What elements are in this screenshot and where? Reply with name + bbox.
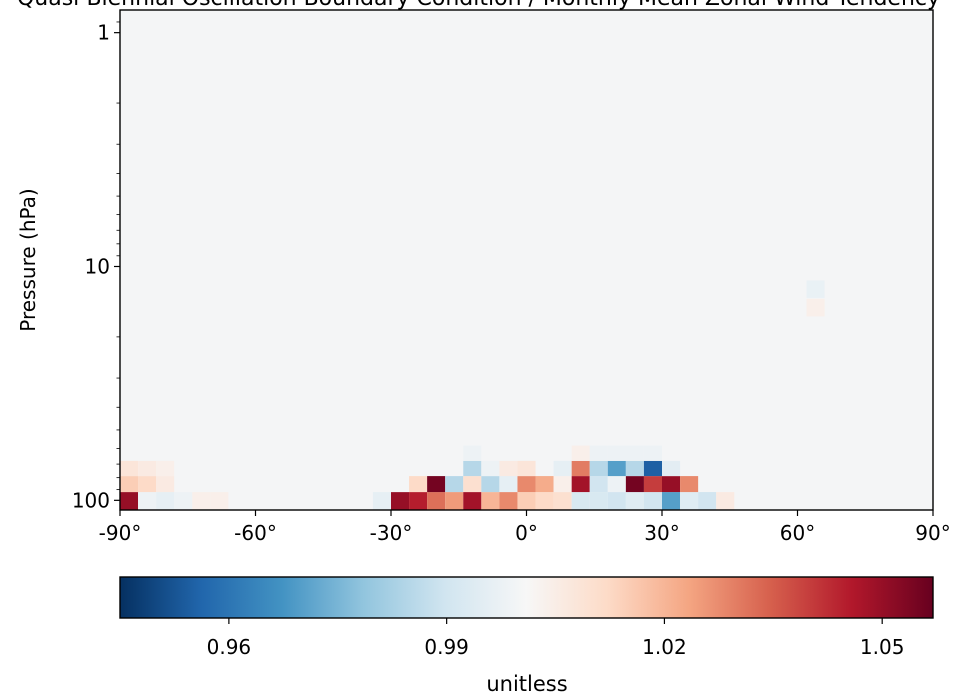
heatmap-cell — [409, 476, 428, 493]
heatmap-cell — [662, 476, 681, 493]
heatmap-cell — [499, 460, 518, 477]
heatmap-cell — [427, 476, 446, 493]
heatmap-cell — [643, 492, 662, 510]
heatmap-cell — [662, 492, 681, 510]
plot-background — [120, 10, 933, 510]
heatmap-cell — [138, 476, 157, 493]
x-tick-label: -60° — [234, 521, 277, 545]
heatmap-cell — [589, 476, 608, 493]
heatmap-cell — [716, 492, 735, 510]
heatmap-cell — [589, 460, 608, 477]
x-tick-label: 60° — [780, 521, 815, 545]
heatmap-cell — [391, 492, 410, 510]
heatmap-cell — [192, 492, 211, 510]
heatmap-cell — [680, 476, 699, 493]
heatmap-cell — [589, 445, 608, 461]
heatmap-cell — [517, 460, 536, 477]
heatmap-cell — [571, 445, 590, 461]
heatmap-cell — [553, 460, 572, 477]
heatmap-cell — [535, 476, 554, 493]
heatmap-cell — [607, 492, 626, 510]
heatmap-cell — [463, 492, 482, 510]
heatmap-cell — [156, 460, 175, 477]
y-tick-label: 10 — [85, 254, 110, 278]
heatmap-cell — [625, 476, 644, 493]
heatmap-cell — [463, 476, 482, 493]
heatmap-cell — [409, 492, 428, 510]
heatmap-cell — [210, 492, 229, 510]
heatmap-cell — [156, 492, 175, 510]
heatmap-cell — [643, 476, 662, 493]
heatmap-cell — [499, 476, 518, 493]
x-tick-label: 0° — [515, 521, 538, 545]
heatmap-cell — [607, 476, 626, 493]
heatmap-cell — [698, 492, 717, 510]
heatmap-cell — [427, 492, 446, 510]
heatmap-cell — [589, 492, 608, 510]
x-tick-label: 30° — [644, 521, 679, 545]
heatmap-cell — [607, 460, 626, 477]
colorbar-tick-label: 1.05 — [860, 635, 905, 659]
heatmap-cell — [571, 476, 590, 493]
heatmap-cell — [625, 492, 644, 510]
heatmap-cell — [806, 298, 825, 317]
heatmap-cell — [625, 445, 644, 461]
heatmap-cell — [481, 476, 500, 493]
heatmap-cell — [499, 492, 518, 510]
heatmap-cell — [445, 476, 464, 493]
heatmap-cell — [138, 492, 157, 510]
heatmap-cell — [643, 445, 662, 461]
y-tick-label: 100 — [72, 488, 110, 512]
heatmap-cell — [680, 492, 699, 510]
heatmap-cell — [571, 460, 590, 477]
heatmap-cell — [463, 445, 482, 461]
colorbar-tick-label: 1.02 — [642, 635, 687, 659]
colorbar-tick-label: 0.99 — [424, 635, 469, 659]
heatmap-cell — [517, 492, 536, 510]
heatmap-cell — [391, 476, 410, 493]
heatmap-cell — [445, 492, 464, 510]
heatmap-cell — [662, 460, 681, 477]
heatmap-cell — [481, 492, 500, 510]
heatmap-cell — [463, 460, 482, 477]
y-tick-label: 1 — [97, 21, 110, 45]
x-tick-label: -90° — [99, 521, 142, 545]
x-tick-label: 90° — [915, 521, 950, 545]
heatmap-cell — [625, 460, 644, 477]
heatmap-cell — [481, 460, 500, 477]
heatmap-cell — [571, 492, 590, 510]
colorbar-label: unitless — [486, 672, 568, 696]
colorbar — [119, 576, 934, 619]
heatmap-cell — [553, 492, 572, 510]
heatmap-cell — [517, 476, 536, 493]
heatmap-cell — [138, 460, 157, 477]
heatmap-cell — [120, 460, 139, 477]
heatmap-cell — [643, 460, 662, 477]
heatmap-cell — [372, 492, 391, 510]
heatmap-cell — [535, 492, 554, 510]
heatmap-cell — [607, 445, 626, 461]
heatmap-cell — [174, 492, 193, 510]
heatmap-cell — [553, 476, 572, 493]
heatmap-cell — [806, 280, 825, 298]
heatmap-cell — [120, 476, 139, 493]
heatmap-cell — [120, 492, 139, 510]
heatmap-cell — [156, 476, 175, 493]
colorbar-tick-label: 0.96 — [207, 635, 252, 659]
x-tick-label: -30° — [370, 521, 413, 545]
